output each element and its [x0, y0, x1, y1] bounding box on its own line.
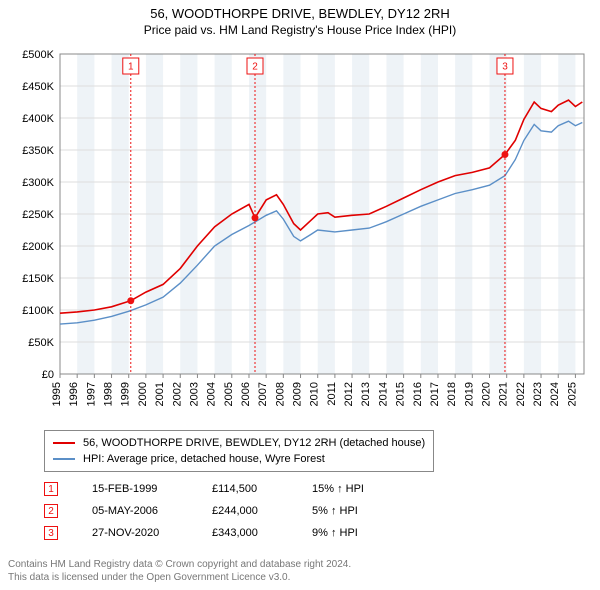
sale-date: 27-NOV-2020	[92, 527, 212, 539]
svg-text:£400K: £400K	[22, 113, 54, 125]
svg-text:£150K: £150K	[22, 273, 54, 285]
svg-text:2004: 2004	[206, 382, 218, 406]
sale-row: 3 27-NOV-2020 £343,000 9% ↑ HPI	[44, 522, 412, 544]
svg-text:2014: 2014	[377, 382, 389, 406]
legend-label: HPI: Average price, detached house, Wyre…	[83, 453, 325, 465]
svg-text:2007: 2007	[257, 382, 269, 406]
footer-attribution: Contains HM Land Registry data © Crown c…	[8, 559, 351, 584]
svg-text:£50K: £50K	[28, 337, 54, 349]
svg-text:2021: 2021	[498, 382, 510, 406]
sale-marker-badge: 1	[44, 482, 58, 496]
chart-svg: £0 £50K £100K £150K £200K £250K £300K £350K £400…	[4, 44, 594, 424]
sales-table: 1 15-FEB-1999 £114,500 15% ↑ HPI 2 05-MA…	[44, 478, 412, 544]
svg-text:1996: 1996	[68, 382, 80, 406]
svg-text:£250K: £250K	[22, 209, 54, 221]
chart-subtitle: Price paid vs. HM Land Registry's House …	[0, 21, 600, 43]
svg-text:2001: 2001	[154, 382, 166, 406]
sale-price: £244,000	[212, 505, 312, 517]
sale-row: 1 15-FEB-1999 £114,500 15% ↑ HPI	[44, 478, 412, 500]
svg-text:2020: 2020	[481, 382, 493, 406]
sale-date: 05-MAY-2006	[92, 505, 212, 517]
sale-date: 15-FEB-1999	[92, 483, 212, 495]
svg-text:2013: 2013	[360, 382, 372, 406]
svg-text:2002: 2002	[171, 382, 183, 406]
svg-text:2012: 2012	[343, 382, 355, 406]
legend-swatch-icon	[53, 458, 75, 460]
legend-swatch-icon	[53, 442, 75, 444]
svg-text:2019: 2019	[463, 382, 475, 406]
svg-text:£100K: £100K	[22, 305, 54, 317]
sale-marker-badge: 2	[44, 504, 58, 518]
svg-text:1: 1	[128, 62, 134, 73]
svg-text:£450K: £450K	[22, 81, 54, 93]
sale-hpi-diff: 5% ↑ HPI	[312, 505, 412, 517]
svg-text:2: 2	[252, 62, 258, 73]
svg-text:2010: 2010	[309, 382, 321, 406]
chart-title: 56, WOODTHORPE DRIVE, BEWDLEY, DY12 2RH	[0, 0, 600, 21]
svg-text:£500K: £500K	[22, 49, 54, 61]
svg-text:2005: 2005	[223, 382, 235, 406]
svg-text:2018: 2018	[446, 382, 458, 406]
svg-text:2011: 2011	[326, 382, 338, 406]
legend-item-hpi: HPI: Average price, detached house, Wyre…	[53, 451, 425, 467]
svg-text:2008: 2008	[274, 382, 286, 406]
chart-container: 56, WOODTHORPE DRIVE, BEWDLEY, DY12 2RH …	[0, 0, 600, 590]
svg-text:1999: 1999	[120, 382, 132, 406]
svg-text:2006: 2006	[240, 382, 252, 406]
svg-text:£350K: £350K	[22, 145, 54, 157]
sale-price: £343,000	[212, 527, 312, 539]
svg-text:2024: 2024	[549, 382, 561, 406]
footer-line: This data is licensed under the Open Gov…	[8, 572, 351, 585]
sale-hpi-diff: 15% ↑ HPI	[312, 483, 412, 495]
sale-row: 2 05-MAY-2006 £244,000 5% ↑ HPI	[44, 500, 412, 522]
svg-text:2003: 2003	[188, 382, 200, 406]
svg-text:2016: 2016	[412, 382, 424, 406]
legend: 56, WOODTHORPE DRIVE, BEWDLEY, DY12 2RH …	[44, 430, 434, 472]
svg-text:1995: 1995	[51, 382, 63, 406]
svg-text:2023: 2023	[532, 382, 544, 406]
svg-text:2022: 2022	[515, 382, 527, 406]
svg-text:2015: 2015	[395, 382, 407, 406]
sale-hpi-diff: 9% ↑ HPI	[312, 527, 412, 539]
legend-item-property: 56, WOODTHORPE DRIVE, BEWDLEY, DY12 2RH …	[53, 435, 425, 451]
svg-text:1997: 1997	[85, 382, 97, 406]
footer-line: Contains HM Land Registry data © Crown c…	[8, 559, 351, 572]
sale-price: £114,500	[212, 483, 312, 495]
svg-text:£0: £0	[42, 369, 54, 381]
svg-text:2000: 2000	[137, 382, 149, 406]
svg-text:3: 3	[502, 62, 508, 73]
svg-text:2009: 2009	[292, 382, 304, 406]
svg-text:1998: 1998	[103, 382, 115, 406]
chart-area: £0 £50K £100K £150K £200K £250K £300K £350K £400…	[4, 44, 594, 424]
svg-text:£200K: £200K	[22, 241, 54, 253]
legend-label: 56, WOODTHORPE DRIVE, BEWDLEY, DY12 2RH …	[83, 437, 425, 449]
svg-text:2025: 2025	[566, 382, 578, 406]
sale-marker-badge: 3	[44, 526, 58, 540]
svg-text:£300K: £300K	[22, 177, 54, 189]
svg-text:2017: 2017	[429, 382, 441, 406]
